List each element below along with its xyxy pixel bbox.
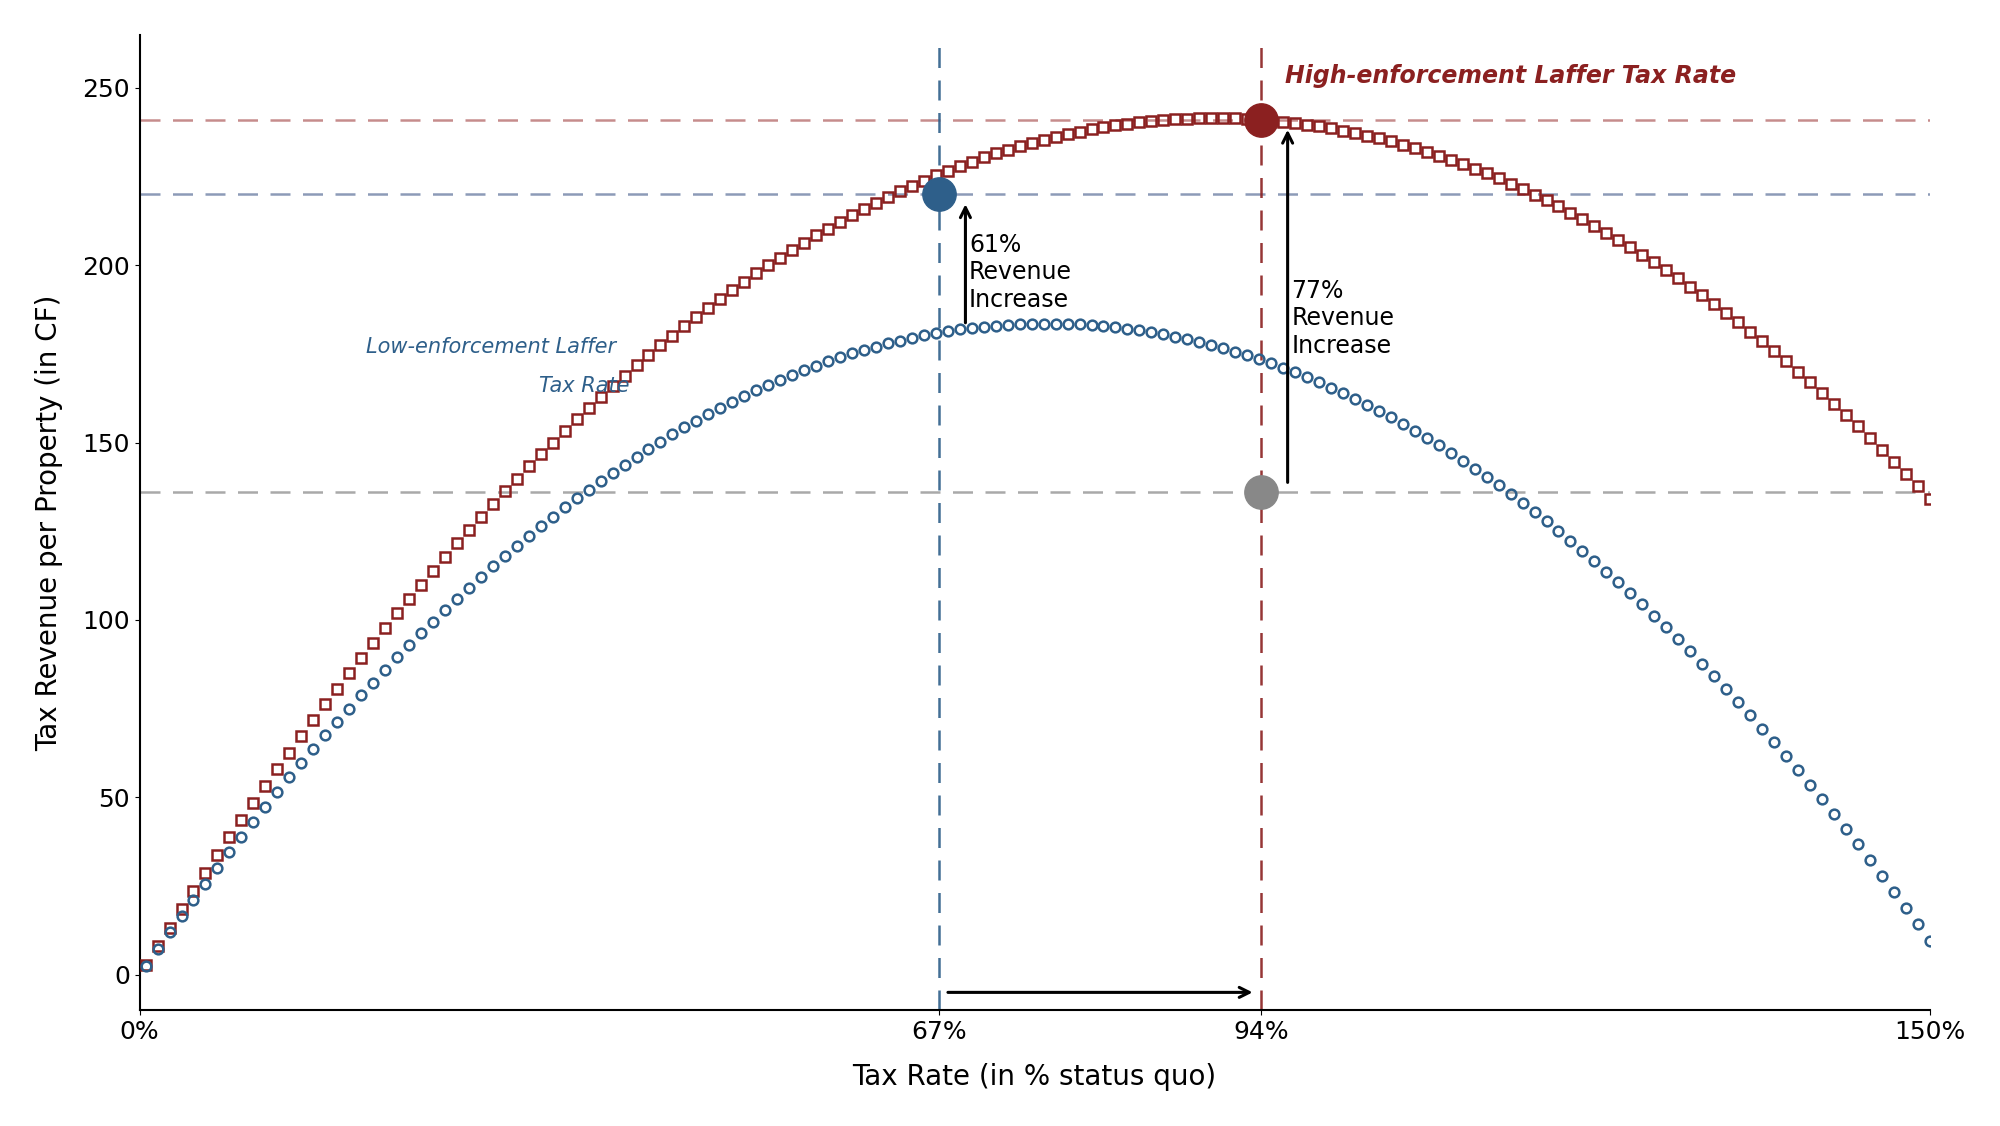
Text: 77%
Revenue
Increase: 77% Revenue Increase (1292, 278, 1394, 358)
X-axis label: Tax Rate (in % status quo): Tax Rate (in % status quo) (852, 1063, 1216, 1091)
Text: Tax Rate: Tax Rate (540, 376, 630, 396)
Text: Low-enforcement Laffer: Low-enforcement Laffer (366, 337, 616, 357)
Text: High-enforcement Laffer Tax Rate: High-enforcement Laffer Tax Rate (1286, 64, 1736, 88)
Text: 61%
Revenue
Increase: 61% Revenue Increase (970, 233, 1072, 312)
Y-axis label: Tax Revenue per Property (in CF): Tax Revenue per Property (in CF) (34, 294, 62, 751)
